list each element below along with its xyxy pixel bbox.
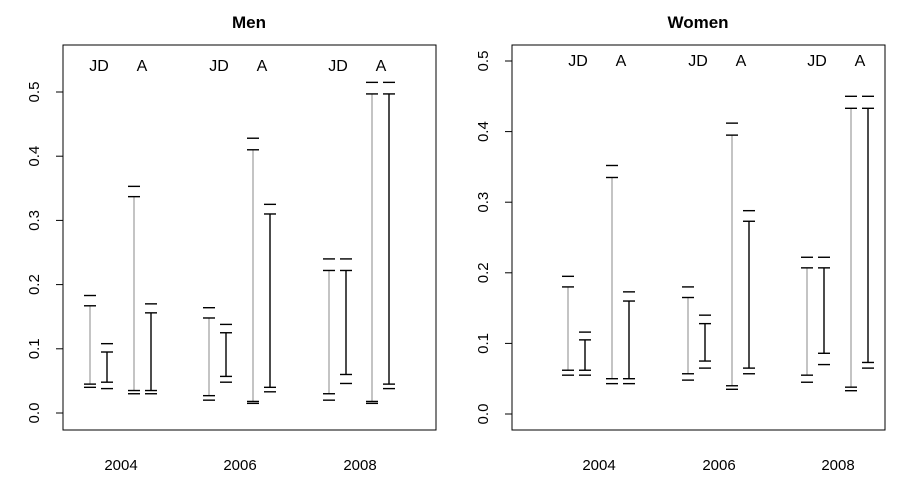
interval-2004-a [128, 185, 140, 395]
y-tick-label: 0.1 [26, 338, 43, 359]
interval-2004-a [623, 291, 635, 385]
plot-frame [62, 44, 437, 431]
y-tick-label: 0.2 [475, 262, 492, 283]
y-tick-label: 0.3 [26, 210, 43, 231]
panel-title: Men [232, 13, 266, 32]
men-panel: Men JD A JD A JD A 2004 2006 2008 0.0 0.1… [26, 13, 437, 474]
interval-2004-jd [84, 294, 96, 389]
interval-2008-jd [801, 256, 813, 383]
x-tick-label: 2008 [821, 457, 854, 474]
interval-2004-jd [579, 331, 591, 376]
group-label-a: A [616, 53, 627, 70]
y-tick-label: 0.5 [475, 51, 492, 72]
group-label-jd: JD [688, 53, 708, 70]
women-panel: Women JD A JD A JD A 2004 2006 2008 0.00… [475, 13, 886, 474]
y-tick-label: 0.1 [475, 333, 492, 354]
y-tick-label: 0.4 [26, 146, 43, 167]
interval-2008-jd [340, 258, 352, 385]
interval-2008-a [383, 81, 395, 390]
interval-2008-jd [818, 256, 830, 366]
interval-2006-jd [699, 314, 711, 369]
panel-title: Women [667, 13, 728, 32]
interval-2004-a [145, 303, 157, 395]
x-tick-label: 2006 [702, 457, 735, 474]
x-tick-label: 2004 [582, 457, 615, 474]
group-label-a: A [137, 58, 148, 75]
interval-marks [84, 81, 395, 405]
plot-frame [511, 44, 886, 431]
interval-2006-jd [203, 307, 215, 401]
interval-marks [562, 95, 874, 392]
interval-2006-jd [682, 286, 694, 381]
group-label-a: A [257, 58, 268, 75]
interval-2006-jd [220, 323, 232, 383]
group-label-jd: JD [328, 58, 348, 75]
group-label-jd: JD [807, 53, 827, 70]
interval-2006-a [743, 209, 755, 375]
x-tick-label: 2008 [343, 457, 376, 474]
y-axis: 0.0 0.1 0.2 0.3 0.4 0.5 [26, 82, 64, 424]
y-tick-label: 0.5 [26, 82, 43, 103]
interval-2004-jd [101, 342, 113, 390]
interval-2004-jd [562, 275, 574, 376]
x-tick-label: 2006 [223, 457, 256, 474]
interval-2008-a [862, 95, 874, 369]
y-tick-label: 0.0 [26, 403, 43, 424]
group-label-a: A [736, 53, 747, 70]
interval-2008-jd [323, 258, 335, 401]
interval-2006-a [247, 137, 259, 405]
y-tick-label: 0.3 [475, 192, 492, 213]
interval-2006-a [264, 203, 276, 393]
interval-2008-a [366, 81, 378, 405]
y-tick-label: 0.0 [475, 404, 492, 425]
interval-2008-a [845, 95, 857, 392]
interval-2006-a [726, 122, 738, 390]
group-label-jd: JD [89, 58, 109, 75]
x-tick-label: 2004 [104, 457, 137, 474]
group-label-a: A [855, 53, 866, 70]
group-label-jd: JD [209, 58, 229, 75]
group-label-jd: JD [568, 53, 588, 70]
group-label-a: A [376, 58, 387, 75]
interval-2004-a [606, 164, 618, 385]
y-tick-label: 0.4 [475, 121, 492, 142]
y-axis: 0.0 0.1 0.2 0.3 0.4 0.5 [475, 51, 513, 425]
y-tick-label: 0.2 [26, 274, 43, 295]
